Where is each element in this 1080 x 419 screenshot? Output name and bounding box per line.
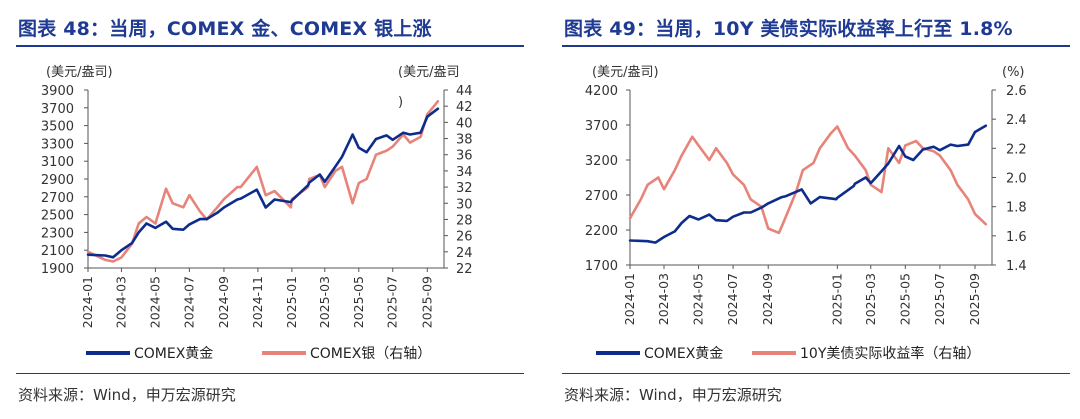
left-tick-label: 2500 — [41, 209, 74, 224]
right-tick-label: 2.4 — [1006, 113, 1027, 128]
x-tick-label: 2024-07 — [725, 273, 740, 325]
chart-title: 图表 48：当周，COMEX 金、COMEX 银上涨 — [18, 18, 432, 40]
left-tick-label: 2700 — [585, 189, 618, 204]
series-line-gold — [86, 107, 440, 259]
left-tick-label: 4200 — [585, 84, 618, 99]
left-tick-label: 1700 — [585, 259, 618, 274]
right-unit-label: (美元/盎司 — [398, 65, 459, 80]
x-tick-label: 2025-05 — [351, 276, 366, 328]
legend-label: COMEX银（右轴） — [310, 346, 431, 362]
gold-silver-chart: (美元/盎司) (美元/盎司) 1900 2100 2300 2500 2700 2900 31… — [41, 65, 473, 362]
right-tick-label: 1.6 — [1006, 230, 1027, 245]
series-line-secondary — [86, 99, 440, 263]
left-tick-label: 3300 — [41, 137, 74, 152]
source-divider — [16, 373, 524, 374]
right-tick-label: 44 — [456, 84, 473, 99]
x-tick-label: 2024-09 — [216, 276, 231, 328]
x-tick-label: 2025-01 — [829, 273, 844, 325]
x-tick-label: 2024-05 — [147, 276, 162, 328]
title-divider — [562, 45, 1070, 47]
right-tick-label: 42 — [456, 100, 473, 115]
right-tick-label: 1.4 — [1006, 259, 1027, 274]
right-tick-label: 22 — [456, 262, 473, 277]
right-unit-label: (%) — [1002, 65, 1025, 80]
left-unit-label: (美元/盎司) — [46, 65, 113, 80]
source-note: 资料来源：Wind，申万宏源研究 — [564, 386, 782, 404]
x-tick-label: 2025-09 — [967, 273, 982, 325]
right-tick-label: 2.6 — [1006, 84, 1027, 99]
series-line-gold — [628, 124, 988, 244]
left-tick-label: 3200 — [585, 154, 618, 169]
chart-title: 图表 49：当周，10Y 美债实际收益率上行至 1.8% — [564, 18, 1013, 40]
gold-real-yield-chart: (美元/盎司) (%) 1700 2200 2700 3200 3700 4200 1.4 1.6… — [585, 65, 1027, 362]
x-tick-label: 2024-05 — [691, 273, 706, 325]
title-divider — [16, 45, 524, 47]
left-tick-label: 2200 — [585, 224, 618, 239]
left-tick-label: 3700 — [585, 119, 618, 134]
right-tick-label: 1.8 — [1006, 201, 1027, 216]
x-tick-label: 2025-01 — [284, 276, 299, 328]
x-tick-label: 2025-05 — [897, 273, 912, 325]
left-tick-label: 3100 — [41, 155, 74, 170]
right-unit-label-cont: ) — [398, 95, 403, 110]
x-tick-label: 2024-03 — [656, 273, 671, 325]
x-tick-label: 2025-07 — [385, 276, 400, 328]
legend-label: COMEX黄金 — [134, 345, 213, 362]
legend-label: COMEX黄金 — [644, 345, 723, 362]
series-line-secondary — [628, 125, 988, 235]
chart-panel-gold-silver: 图表 48：当周，COMEX 金、COMEX 银上涨 (美元/盎司) (美元/盎司… — [16, 0, 536, 419]
left-unit-label: (美元/盎司) — [592, 65, 659, 80]
left-tick-label: 3900 — [41, 84, 74, 99]
x-tick-label: 2025-09 — [419, 276, 434, 328]
x-tick-label: 2025-07 — [932, 273, 947, 325]
left-tick-label: 2100 — [41, 244, 74, 259]
legend-label: 10Y美债实际收益率（右轴） — [800, 345, 980, 362]
left-tick-label: 2900 — [41, 173, 74, 188]
x-tick-label: 2024-07 — [181, 276, 196, 328]
x-tick-label: 2025-03 — [863, 273, 878, 325]
right-tick-label: 40 — [456, 116, 473, 131]
source-note: 资料来源：Wind，申万宏源研究 — [18, 386, 236, 404]
right-tick-label: 32 — [456, 181, 473, 196]
x-tick-label: 2024-01 — [80, 276, 95, 328]
x-tick-label: 2024-01 — [622, 273, 637, 325]
right-tick-label: 30 — [456, 197, 473, 212]
left-tick-label: 2700 — [41, 191, 74, 206]
x-tick-label: 2024-03 — [113, 276, 128, 328]
left-tick-label: 3500 — [41, 120, 74, 135]
chart-panel-gold-real-yield: 图表 49：当周，10Y 美债实际收益率上行至 1.8% (美元/盎司) (%) 1… — [562, 0, 1080, 419]
source-divider — [562, 373, 1070, 374]
x-tick-label: 2024-11 — [250, 276, 265, 328]
left-tick-label: 3700 — [41, 102, 74, 117]
right-tick-label: 34 — [456, 165, 473, 180]
left-tick-label: 1900 — [41, 262, 74, 277]
right-tick-label: 26 — [456, 230, 473, 245]
right-tick-label: 24 — [456, 246, 473, 261]
x-tick-label: 2025-03 — [317, 276, 332, 328]
left-tick-label: 2300 — [41, 226, 74, 241]
right-tick-label: 2.0 — [1006, 172, 1027, 187]
right-tick-label: 2.2 — [1006, 142, 1027, 157]
x-tick-label: 2024-09 — [760, 273, 775, 325]
right-tick-label: 38 — [456, 133, 473, 148]
right-tick-label: 36 — [456, 149, 473, 164]
right-tick-label: 28 — [456, 213, 473, 228]
